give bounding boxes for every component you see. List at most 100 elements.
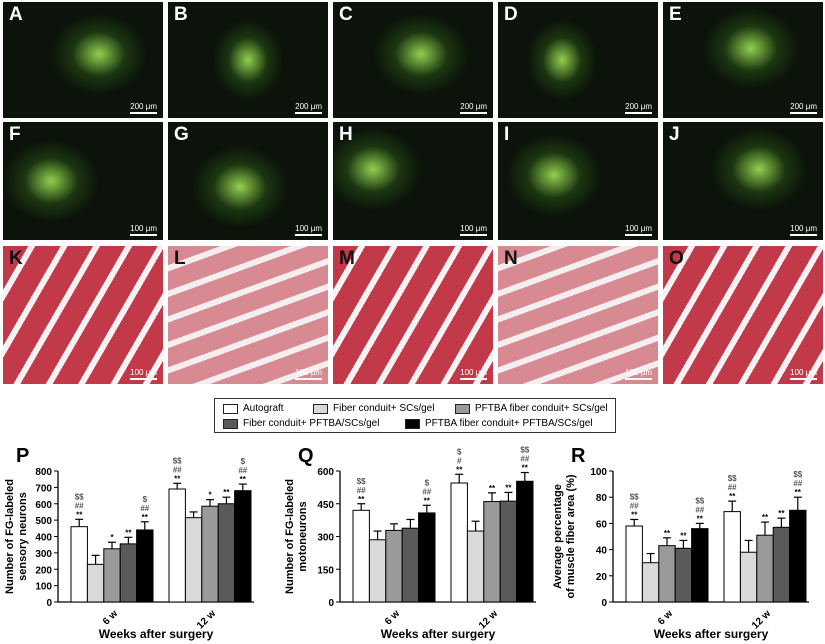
scale-label: 100 μm [130,368,157,377]
panel-label: J [669,124,680,145]
micrograph-panel: J 100 μm [663,122,823,240]
y-axis-label: Number of FG-labeled [284,479,296,594]
panel-label: M [339,248,355,269]
scale-bar: 100 μm [625,224,652,236]
chart-r: R 0 20 40 60 80 100 Average percentage of muscle… [552,445,809,641]
panel-label: A [9,4,23,25]
significance-mark: ## [422,487,431,496]
micrograph-panel: C 200 μm [333,2,493,118]
scale-label: 100 μm [295,368,322,377]
bar [418,512,436,603]
panel-label: I [504,124,510,145]
y-tick-label: 60 [596,519,608,530]
significance-mark: ** [762,513,769,522]
significance-mark: ## [728,483,737,492]
panel-label: F [9,124,21,145]
scale-label: 200 μm [295,102,322,111]
y-axis-label: motoneurons [297,501,309,571]
y-tick-label: 400 [35,533,52,544]
micrograph-panel: I 100 μm [498,122,658,240]
legend-swatch [223,403,238,414]
significance-mark: $$ [630,492,639,501]
significance-mark: $$ [520,446,529,455]
scale-bar: 100 μm [625,368,652,380]
bar [516,480,534,603]
significance-mark: ** [142,513,149,522]
scale-label: 100 μm [460,368,487,377]
bar [625,525,643,603]
bar [691,528,709,603]
bar [641,562,660,603]
bar [234,490,252,603]
scale-bar: 200 μm [130,102,157,114]
legend-item: Autograft [223,403,284,414]
scale-label: 200 μm [625,102,652,111]
scale-bar: 200 μm [790,102,817,114]
significance-mark: ** [664,529,671,538]
significance-mark: $ [457,447,462,456]
scale-label: 100 μm [130,224,157,233]
panel-label: O [669,248,684,269]
scale-bar: 100 μm [295,368,322,380]
bar [450,482,468,603]
significance-mark: ## [75,501,84,510]
significance-mark: $$ [695,496,704,505]
bar [385,529,403,603]
y-tick-label: 200 [35,565,52,576]
micrograph-panel: M 100 μm [333,246,493,384]
legend-item: PFTBA fiber conduit+ PFTBA/SCs/gel [405,418,593,429]
y-tick-label: 450 [317,500,334,511]
panel-letter: P [16,445,29,467]
y-axis-label: Number of FG-labeled [4,479,16,594]
y-tick-label: 40 [596,546,608,557]
panel-letter: Q [298,445,314,467]
significance-mark: ** [456,465,463,474]
scale-bar: 200 μm [625,102,652,114]
significance-mark: # [457,456,462,465]
significance-mark: ## [173,465,182,474]
significance-mark: ** [240,475,247,484]
significance-mark: ** [358,495,365,504]
significance-mark: ## [520,455,529,464]
legend-item: Fiber conduit+ PFTBA/SCs/gel [223,418,379,429]
bar [184,517,203,603]
significance-mark: ## [793,479,802,488]
significance-mark: ## [238,466,247,475]
panel-letter: R [571,445,586,467]
scale-bar: 100 μm [130,224,157,236]
bar [401,527,420,603]
scale-bar: 100 μm [460,368,487,380]
x-tick-label: 6 w [656,608,675,627]
micrograph-panel: H 100 μm [333,122,493,240]
panel-label: D [504,4,518,25]
y-axis-label: sensory neurons [17,492,29,581]
panel-label: N [504,248,518,269]
significance-mark: ** [489,484,496,493]
legend-label: Fiber conduit+ PFTBA/SCs/gel [243,418,380,429]
x-axis-label: Weeks after surgery [381,627,496,641]
y-tick-label: 300 [35,549,52,560]
scale-bar: 200 μm [460,102,487,114]
significance-mark: ** [680,531,687,540]
y-tick-label: 300 [317,533,334,544]
scale-bar: 100 μm [295,224,322,236]
scale-label: 100 μm [790,224,817,233]
significance-mark: ## [630,501,639,510]
significance-mark: ** [505,483,512,492]
significance-mark: $$ [793,470,802,479]
bar [658,545,676,603]
panel-label: C [339,4,353,25]
chart-q: Q 0 150 300 450 600 Number of FG-labeled motone… [284,445,536,641]
legend-label: PFTBA fiber conduit+ SCs/gel [475,403,608,414]
scale-bar: 100 μm [460,224,487,236]
significance-mark: ** [697,514,704,523]
y-tick-label: 0 [46,598,52,609]
micrograph-panel: O 100 μm [663,246,823,384]
micrograph-panel: D 200 μm [498,2,658,118]
bar [483,501,501,603]
legend-swatch [405,418,420,429]
bar [739,551,758,603]
y-tick-label: 20 [596,572,608,583]
bar [168,488,186,603]
bar [723,511,741,603]
